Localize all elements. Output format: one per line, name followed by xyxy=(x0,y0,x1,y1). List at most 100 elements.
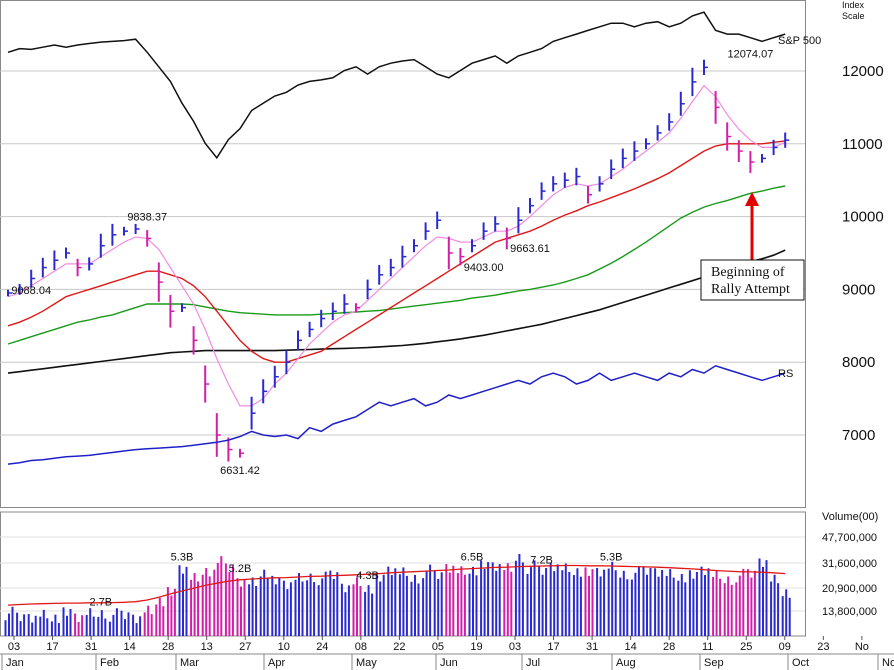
volume-bar xyxy=(715,570,718,636)
volume-bar xyxy=(622,570,625,636)
volume-bar xyxy=(483,568,486,636)
volume-bar xyxy=(576,568,579,636)
volume-bar xyxy=(155,604,158,636)
volume-bar xyxy=(367,585,370,636)
volume-bar xyxy=(54,614,57,636)
volume-bar xyxy=(236,578,239,636)
volume-bar xyxy=(561,570,564,636)
volume-bar xyxy=(661,569,664,636)
volume-bar xyxy=(127,612,130,636)
volume-bar xyxy=(266,578,269,636)
volume-bar xyxy=(359,585,362,636)
callout-line-1: Beginning of xyxy=(711,265,785,280)
volume-bar xyxy=(97,616,100,636)
volume-bar xyxy=(695,571,698,636)
volume-bar xyxy=(289,582,292,636)
volume-bar xyxy=(108,621,111,636)
volume-bar xyxy=(684,582,687,636)
x-tick-label: 10 xyxy=(278,641,290,653)
volume-bar xyxy=(770,581,773,636)
volume-bar xyxy=(777,583,780,636)
volume-bar xyxy=(248,584,251,636)
volume-bar xyxy=(193,573,196,636)
volume-bar xyxy=(170,595,173,636)
volume-bar xyxy=(382,574,385,636)
volume-bar xyxy=(104,618,107,636)
x-tick-label: 14 xyxy=(625,641,637,653)
volume-bar xyxy=(390,575,393,636)
volume-label: Volume(00) xyxy=(822,511,878,523)
volume-bar xyxy=(306,580,309,636)
volume-annotation: 7.2B xyxy=(530,554,553,566)
callout-arrow-head xyxy=(745,192,759,206)
volume-bar xyxy=(352,584,355,636)
x-tick-label: 25 xyxy=(740,641,752,653)
x-tick-label: 08 xyxy=(355,641,367,653)
x-tick-label: 28 xyxy=(162,641,174,653)
volume-bar xyxy=(510,571,513,636)
volume-bar xyxy=(742,568,745,636)
volume-annotation: 6.5B xyxy=(461,552,484,564)
volume-bar xyxy=(81,615,84,636)
month-label: May xyxy=(356,657,377,669)
volume-bar xyxy=(394,568,397,636)
volume-bar xyxy=(614,570,617,636)
volume-bar xyxy=(584,567,587,636)
volume-bar xyxy=(231,565,234,636)
volume-bar xyxy=(220,556,223,636)
volume-bar xyxy=(50,621,53,636)
volume-bar xyxy=(688,570,691,636)
ma50-line xyxy=(7,185,786,345)
volume-bar xyxy=(619,577,622,636)
volume-bar xyxy=(286,589,289,636)
volume-bar xyxy=(468,573,471,636)
ma10-line xyxy=(7,84,786,407)
x-tick-label: 27 xyxy=(239,641,251,653)
volume-bar xyxy=(704,575,706,636)
volume-bar xyxy=(371,593,374,636)
volume-bar xyxy=(112,614,115,636)
volume-bar xyxy=(521,562,524,636)
volume-annotation: 5.3B xyxy=(600,552,623,564)
y-tick-label: 10000 xyxy=(842,209,884,226)
callout-line-2: Rally Attempt xyxy=(711,282,790,297)
volume-bar xyxy=(301,581,304,636)
volume-bar xyxy=(402,567,405,636)
volume-bar xyxy=(77,621,80,636)
y-tick-label: 8000 xyxy=(842,354,875,371)
volume-bar xyxy=(398,574,401,636)
volume-bar xyxy=(124,619,126,636)
volume-bar xyxy=(553,571,556,636)
volume-bar xyxy=(162,606,165,636)
volume-bar xyxy=(518,553,521,636)
volume-bar xyxy=(460,566,463,636)
scale-label-index: Index xyxy=(842,0,865,10)
volume-bar xyxy=(646,574,648,636)
x-tick-label: 19 xyxy=(470,641,482,653)
index-line-layer xyxy=(7,11,786,160)
price-bars xyxy=(7,59,790,462)
volume-bar xyxy=(23,614,26,636)
price-annotation: 12074.07 xyxy=(727,49,773,61)
volume-bar xyxy=(758,558,761,636)
volume-bar xyxy=(344,592,347,636)
volume-bar xyxy=(596,568,599,636)
volume-bar xyxy=(417,583,420,636)
month-label: Aug xyxy=(616,657,636,669)
volume-bar xyxy=(213,569,216,636)
volume-bar xyxy=(294,579,297,636)
volume-bar xyxy=(642,566,645,636)
month-label: Jul xyxy=(526,657,540,669)
volume-bar xyxy=(166,587,169,636)
volume-bar xyxy=(545,568,548,636)
volume-bar xyxy=(178,565,181,636)
volume-bar xyxy=(31,622,34,636)
ma21-line xyxy=(7,140,786,363)
x-tick-label: 24 xyxy=(316,641,328,653)
volume-bar xyxy=(541,574,544,636)
volume-bar xyxy=(480,560,483,636)
volume-bar xyxy=(324,571,327,636)
volume-bar xyxy=(321,578,324,636)
volume-bar xyxy=(274,584,277,636)
volume-bar xyxy=(649,568,652,636)
